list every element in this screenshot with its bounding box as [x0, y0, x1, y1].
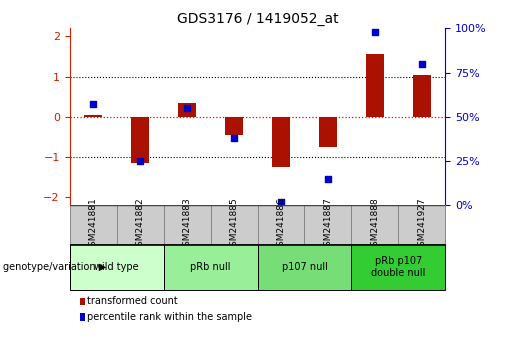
Text: GSM241927: GSM241927: [418, 198, 426, 252]
FancyBboxPatch shape: [304, 205, 352, 244]
FancyBboxPatch shape: [70, 205, 116, 244]
Bar: [271, 117, 290, 167]
Text: transformed count: transformed count: [87, 296, 178, 307]
FancyBboxPatch shape: [352, 205, 399, 244]
Point: [89, 102, 97, 107]
Point: [371, 29, 379, 35]
FancyBboxPatch shape: [258, 205, 304, 244]
Bar: [83, 115, 102, 117]
Text: pRb null: pRb null: [190, 262, 231, 272]
Bar: [178, 103, 196, 117]
FancyBboxPatch shape: [211, 205, 258, 244]
Text: GSM241885: GSM241885: [230, 198, 238, 252]
Text: wild type: wild type: [94, 262, 139, 272]
FancyBboxPatch shape: [352, 244, 445, 290]
Text: p107 null: p107 null: [282, 262, 328, 272]
Bar: [413, 75, 432, 117]
Text: genotype/variation ▶: genotype/variation ▶: [3, 262, 106, 272]
Text: pRb p107
double null: pRb p107 double null: [371, 256, 426, 278]
Bar: [366, 55, 384, 117]
Point: [230, 135, 238, 141]
FancyBboxPatch shape: [164, 244, 258, 290]
FancyBboxPatch shape: [258, 244, 352, 290]
Text: percentile rank within the sample: percentile rank within the sample: [87, 312, 252, 322]
Bar: [131, 117, 149, 163]
Point: [324, 176, 332, 182]
FancyBboxPatch shape: [116, 205, 164, 244]
Text: GSM241881: GSM241881: [89, 198, 97, 252]
Text: GSM241883: GSM241883: [182, 198, 192, 252]
Point: [418, 61, 426, 67]
Text: GSM241882: GSM241882: [135, 198, 145, 252]
Bar: [225, 117, 244, 135]
Point: [136, 158, 144, 164]
Title: GDS3176 / 1419052_at: GDS3176 / 1419052_at: [177, 12, 338, 26]
FancyBboxPatch shape: [399, 205, 445, 244]
Bar: [319, 117, 337, 147]
Text: GSM241888: GSM241888: [370, 198, 380, 252]
FancyBboxPatch shape: [70, 244, 164, 290]
Text: GSM241886: GSM241886: [277, 198, 285, 252]
FancyBboxPatch shape: [164, 205, 211, 244]
Point: [183, 105, 191, 111]
Point: [277, 199, 285, 205]
Text: GSM241887: GSM241887: [323, 198, 333, 252]
